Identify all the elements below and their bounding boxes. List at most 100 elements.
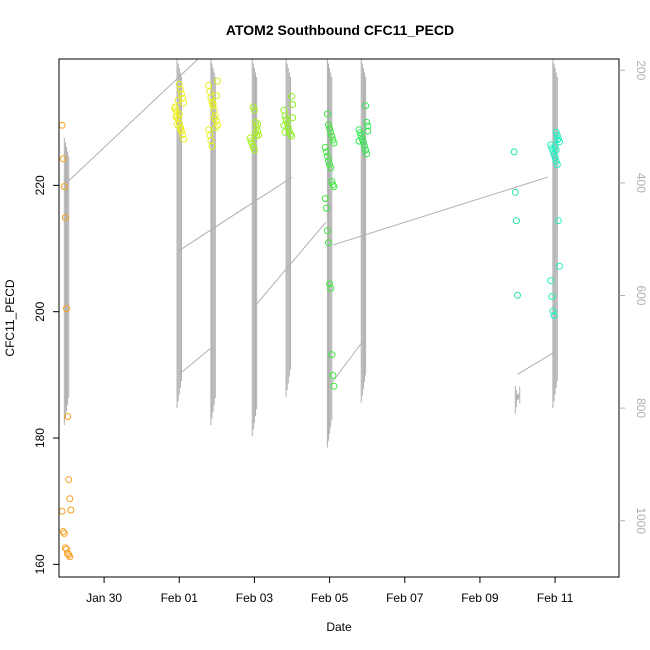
data-point (328, 351, 336, 359)
data-point (330, 382, 338, 390)
data-point (327, 164, 335, 172)
data-point (58, 121, 66, 129)
data-point (281, 128, 289, 136)
data-point (250, 106, 258, 114)
data-point (323, 110, 331, 118)
data-point (205, 126, 213, 134)
data-point (176, 125, 184, 133)
data-point (321, 143, 329, 151)
data-point (208, 142, 216, 150)
y2-tick-label: 800 (634, 398, 648, 418)
y-tick-label: 180 (33, 428, 47, 448)
data-point (327, 128, 335, 136)
pressure-transit-line (66, 58, 199, 184)
chart-title: ATOM2 Southbound CFC11_PECD (226, 22, 454, 38)
data-point (247, 137, 255, 145)
y2-tick-label: 200 (634, 60, 648, 80)
data-point (322, 148, 330, 156)
data-point (510, 148, 518, 156)
data-point (211, 124, 219, 132)
data-point (551, 143, 559, 151)
x-tick-label: Feb 09 (461, 591, 499, 605)
data-point (63, 305, 70, 312)
data-point (61, 214, 69, 222)
data-point (254, 120, 262, 128)
data-point (280, 121, 288, 129)
data-point (284, 123, 292, 131)
data-point (58, 507, 66, 515)
data-point (289, 101, 297, 108)
data-point (356, 129, 364, 137)
x-tick-label: Feb 11 (537, 591, 574, 605)
data-point (327, 284, 335, 292)
data-point (212, 92, 220, 100)
data-point (289, 114, 297, 122)
x-tick-label: Feb 05 (311, 591, 349, 605)
x-tick-label: Feb 01 (161, 591, 199, 605)
data-point (326, 125, 334, 132)
data-point (511, 188, 519, 196)
plot-frame (58, 58, 620, 578)
data-point (553, 161, 561, 168)
y-tick-label: 160 (33, 554, 47, 574)
x-tick-label: Feb 07 (386, 591, 424, 605)
data-point (553, 136, 561, 144)
data-point (175, 110, 183, 118)
data-point (556, 262, 563, 270)
data-point (329, 136, 337, 144)
data-point (552, 128, 560, 136)
data-point (281, 112, 289, 120)
data-point (214, 77, 221, 85)
data-point (323, 227, 331, 235)
data-point (326, 161, 334, 168)
pressure-transit-line (178, 345, 214, 375)
pressure-transit-line (333, 176, 548, 246)
x-axis-label: Date (326, 620, 352, 634)
data-points (58, 77, 563, 561)
data-point (60, 183, 68, 191)
data-point (549, 307, 557, 315)
pressure-profile-lines (63, 58, 558, 448)
data-point (246, 134, 254, 142)
data-point (550, 312, 558, 319)
data-point (210, 114, 218, 122)
data-point (329, 372, 337, 379)
data-point (514, 291, 521, 299)
data-point (550, 150, 558, 158)
pressure-transit-line (179, 176, 293, 251)
data-point (178, 90, 185, 98)
data-point (322, 204, 330, 212)
y-tick-label: 220 (33, 175, 47, 195)
data-point (548, 144, 556, 152)
data-point (547, 141, 555, 149)
secondary-y-axis: 200 400 600 800 1000 (619, 60, 648, 534)
data-point (249, 103, 257, 111)
data-point (254, 127, 262, 135)
data-point (553, 131, 561, 139)
data-point (359, 138, 367, 146)
data-point (176, 85, 184, 93)
y2-tick-label: 400 (634, 173, 648, 193)
data-point (174, 96, 182, 104)
data-point (552, 157, 560, 165)
data-point (512, 217, 520, 225)
x-tick-label: Feb 03 (236, 591, 274, 605)
data-point (321, 195, 329, 203)
data-point (552, 146, 560, 154)
x-tick-label: Jan 30 (86, 591, 122, 605)
data-point (330, 139, 338, 147)
data-point (328, 132, 336, 140)
data-point (361, 142, 368, 150)
data-point (171, 105, 179, 113)
data-point (325, 121, 332, 129)
data-point (364, 122, 372, 130)
y-axis: 160 180 200 220 (33, 175, 59, 574)
data-point (330, 183, 338, 191)
x-axis: Jan 30 Feb 01 Feb 03 Feb 05 Feb 07 Feb 09 Feb … (86, 577, 574, 605)
y-tick-label: 200 (33, 301, 47, 321)
data-point (355, 126, 363, 134)
data-point (253, 132, 261, 140)
data-point (325, 157, 332, 165)
pressure-transit-line (254, 221, 327, 308)
pressure-transit-line (329, 340, 364, 386)
